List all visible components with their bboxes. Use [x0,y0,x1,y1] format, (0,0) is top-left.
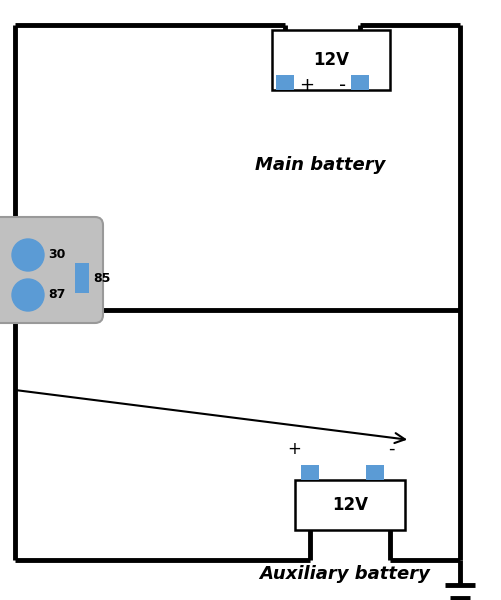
Text: 12V: 12V [332,496,368,514]
Text: +: + [299,76,314,94]
Text: -: - [339,76,346,94]
Bar [276,75,294,90]
Text: Main battery: Main battery [255,156,385,174]
Bar [366,465,384,480]
Bar [351,75,369,90]
Circle shape [12,239,44,271]
Text: 85: 85 [93,271,110,284]
Text: 12V: 12V [313,51,349,69]
Text: -: - [388,440,394,458]
Text: 87: 87 [48,289,65,301]
Bar [75,263,89,293]
Bar [295,480,405,530]
Circle shape [12,279,44,311]
Text: Auxiliary battery: Auxiliary battery [260,565,430,583]
Bar [272,30,390,90]
Text: +: + [287,440,301,458]
Bar [301,465,319,480]
Text: 30: 30 [48,248,65,262]
FancyBboxPatch shape [0,217,103,323]
